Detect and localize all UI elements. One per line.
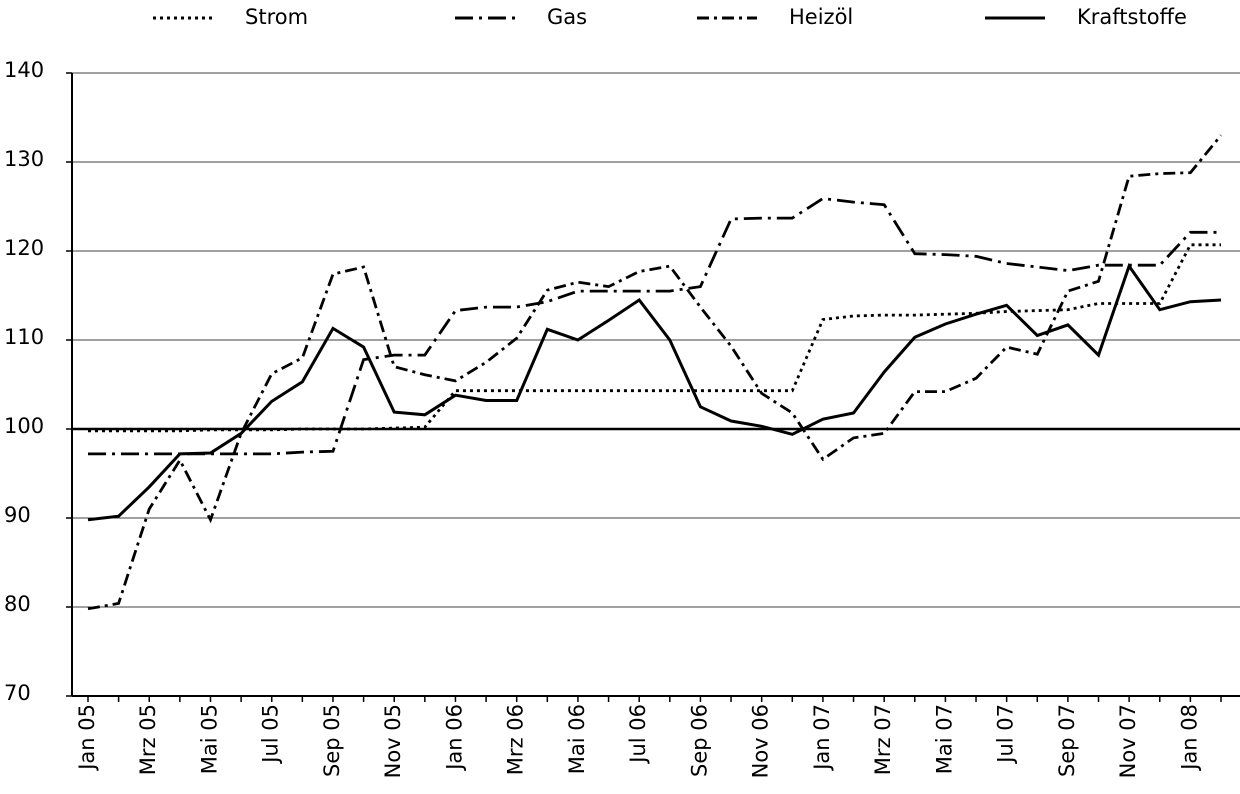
x-tick-label: Mrz 07 xyxy=(871,704,895,775)
y-tick-label: 110 xyxy=(4,325,44,349)
series-line xyxy=(87,262,1222,522)
x-tick-label: Jul 06 xyxy=(626,704,650,765)
x-tick-label: Nov 07 xyxy=(1116,704,1140,778)
legend-label: Gas xyxy=(547,5,587,29)
x-tick-label: Sep 07 xyxy=(1055,704,1079,777)
x-tick-label: Jan 08 xyxy=(1177,704,1201,772)
y-tick-label: 100 xyxy=(4,414,44,438)
x-tick-label: Nov 05 xyxy=(381,704,405,778)
x-tick-label: Mai 05 xyxy=(197,704,221,774)
x-tick-label: Sep 05 xyxy=(320,704,344,777)
x-tick-label: Mai 06 xyxy=(565,704,589,774)
x-tick-label: Jan 06 xyxy=(442,704,466,772)
x-tick-label: Jul 05 xyxy=(259,704,283,765)
y-tick-label: 120 xyxy=(4,236,44,260)
series-line xyxy=(88,243,1221,433)
y-tick-label: 90 xyxy=(4,503,31,527)
legend-label: Kraftstoffe xyxy=(1077,5,1187,29)
y-tick-label: 70 xyxy=(4,681,31,705)
x-tick-label: Jan 07 xyxy=(810,704,834,772)
x-tick-label: Mrz 06 xyxy=(504,704,528,775)
x-tick-label: Sep 06 xyxy=(687,704,711,777)
x-tick-label: Mai 07 xyxy=(932,704,956,774)
x-tick-label: Jan 05 xyxy=(75,704,99,772)
y-tick-label: 80 xyxy=(4,592,31,616)
x-tick-label: Jul 07 xyxy=(994,704,1018,765)
series-line xyxy=(88,197,1221,456)
x-tick-label: Nov 06 xyxy=(749,704,773,778)
x-tick-label: Mrz 05 xyxy=(136,704,160,775)
y-tick-label: 140 xyxy=(4,58,44,82)
series-line xyxy=(87,134,1223,611)
y-tick-label: 130 xyxy=(4,147,44,171)
legend-label: Strom xyxy=(245,5,308,29)
legend-label: Heizöl xyxy=(789,5,853,29)
